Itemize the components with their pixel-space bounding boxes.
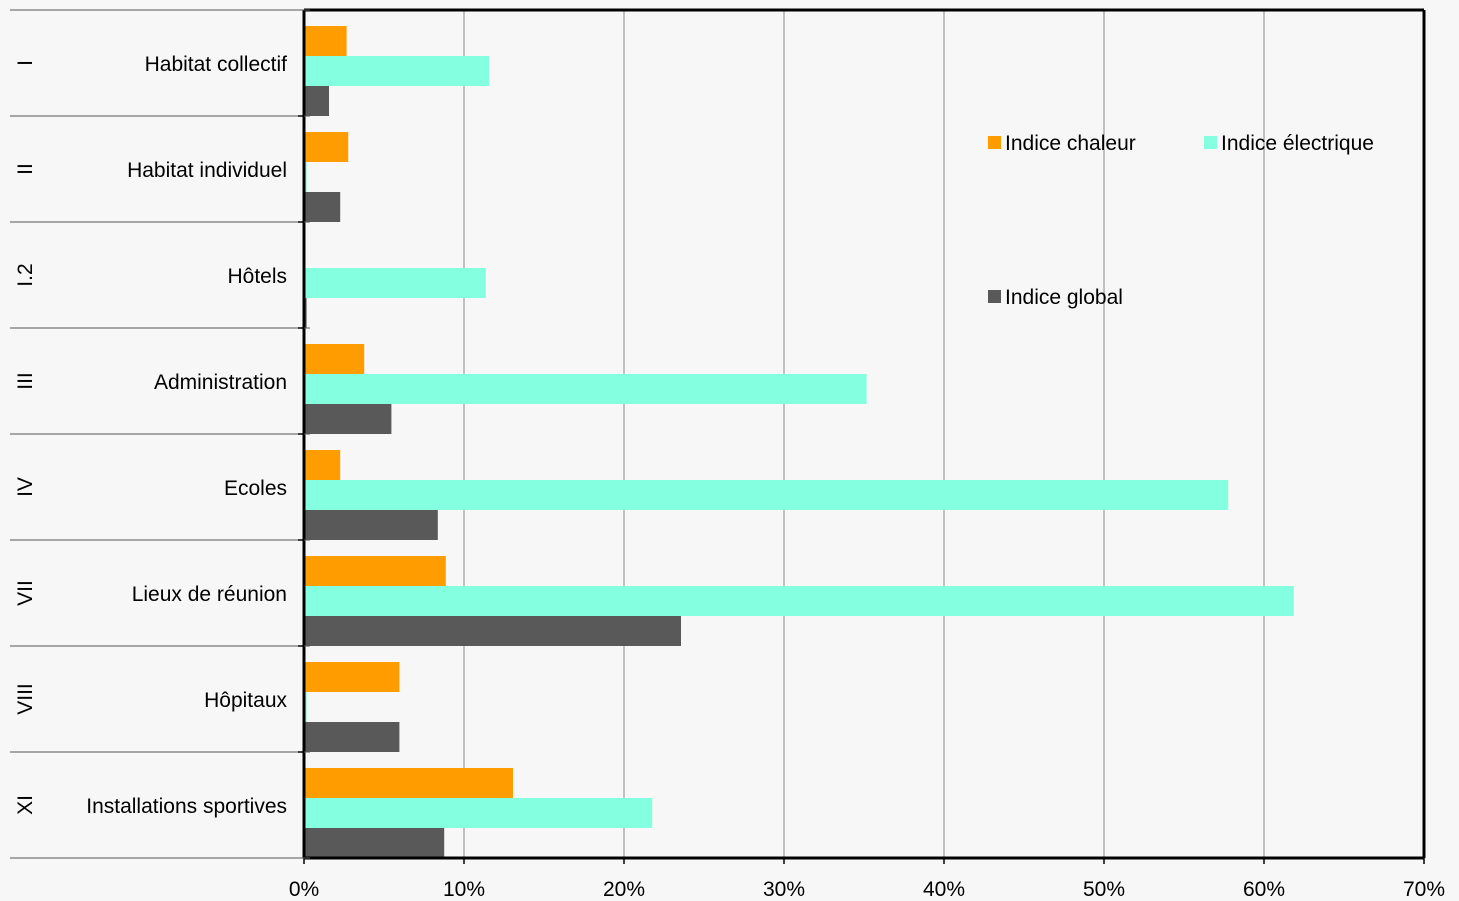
bar [305, 26, 347, 56]
category-label: Installations sportives [86, 795, 287, 818]
bar [305, 662, 400, 692]
category-label: Habitat individuel [127, 159, 287, 182]
x-tick-label: 70% [1403, 878, 1445, 901]
bar [305, 480, 1229, 510]
group-label: I [14, 60, 37, 66]
legend-label: Indice global [1005, 286, 1123, 309]
bar [305, 132, 349, 162]
bar [305, 268, 486, 298]
bar [305, 86, 329, 116]
bar [305, 344, 365, 374]
x-tick-label: 50% [1083, 878, 1125, 901]
x-tick-label: 0% [289, 878, 319, 901]
legend-swatch [1204, 136, 1217, 149]
group-label: III [14, 372, 37, 390]
bar [305, 510, 438, 540]
x-tick-label: 10% [443, 878, 485, 901]
bar [305, 768, 513, 798]
group-label: I.2 [14, 263, 37, 286]
category-label: Habitat collectif [145, 53, 288, 76]
bar [305, 404, 392, 434]
bar [305, 192, 341, 222]
bar [305, 586, 1294, 616]
legend-label: Indice électrique [1221, 132, 1374, 155]
bar [305, 616, 681, 646]
group-label: II [14, 163, 37, 175]
bar [305, 798, 653, 828]
group-label: VIII [14, 683, 37, 715]
bar [305, 162, 307, 192]
group-label: VII [14, 580, 37, 606]
category-label: Hôtels [227, 265, 287, 288]
category-label: Lieux de réunion [132, 583, 287, 606]
bar [305, 722, 400, 752]
category-label: Ecoles [224, 477, 287, 500]
bar [305, 556, 446, 586]
category-label: Administration [154, 371, 287, 394]
bar [305, 56, 489, 86]
x-tick-label: 20% [603, 878, 645, 901]
category-label: Hôpitaux [204, 689, 287, 712]
legend-swatch [988, 290, 1001, 303]
bar [305, 298, 307, 328]
legend-swatch [988, 136, 1001, 149]
bar [305, 828, 445, 858]
legend-label: Indice chaleur [1005, 132, 1136, 155]
group-label: IV [14, 477, 37, 497]
x-tick-label: 40% [923, 878, 965, 901]
x-tick-label: 30% [763, 878, 805, 901]
bar [305, 450, 341, 480]
x-tick-label: 60% [1243, 878, 1285, 901]
group-label: XI [14, 795, 37, 815]
bar [305, 374, 867, 404]
bar [305, 692, 307, 722]
